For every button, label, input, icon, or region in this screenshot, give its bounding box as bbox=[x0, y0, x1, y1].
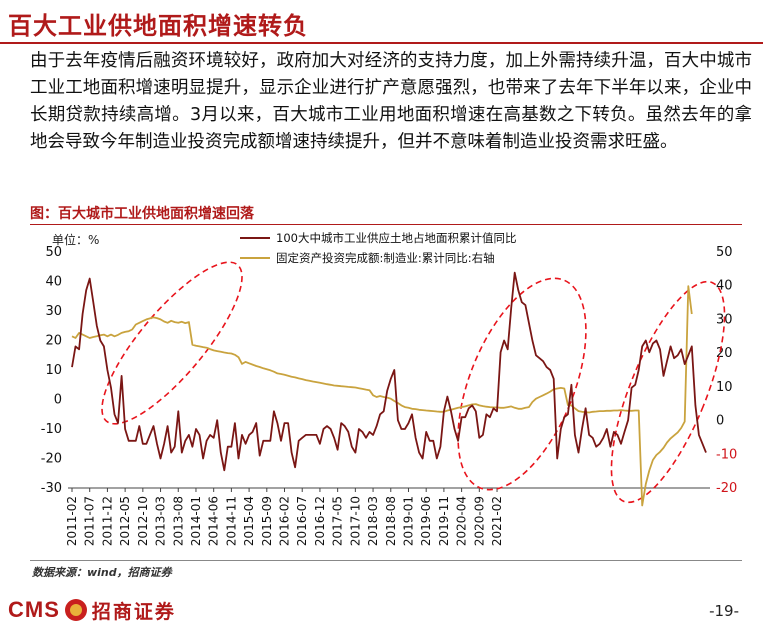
logo-company-name: 招商证券 bbox=[91, 600, 176, 623]
x-tick-label: 2012-10 bbox=[136, 496, 150, 546]
x-tick-label: 2021-02 bbox=[490, 496, 504, 546]
right-tick-label: 10 bbox=[716, 380, 733, 395]
x-tick-label: 2016-07 bbox=[295, 496, 309, 546]
x-tick-label: 2011-02 bbox=[65, 496, 79, 546]
left-tick-label: 0 bbox=[54, 393, 62, 408]
x-tick-label: 2017-10 bbox=[348, 496, 362, 546]
legend-label: 100大中城市工业供应土地占地面积累计值同比 bbox=[276, 231, 516, 245]
left-tick-label: 20 bbox=[45, 334, 62, 349]
right-tick-label: -20 bbox=[716, 481, 737, 496]
x-tick-label: 2013-08 bbox=[171, 496, 185, 546]
left-tick-label: -30 bbox=[41, 481, 62, 496]
series-line-industrial-land bbox=[71, 271, 707, 472]
title-divider bbox=[0, 42, 763, 44]
x-tick-label: 2013-03 bbox=[154, 496, 168, 546]
x-tick-label: 2015-09 bbox=[260, 496, 274, 546]
x-tick-label: 2020-09 bbox=[472, 496, 486, 546]
x-tick-label: 2016-12 bbox=[313, 496, 327, 546]
left-tick-label: -10 bbox=[41, 422, 62, 437]
x-tick-label: 2019-11 bbox=[437, 496, 451, 546]
left-tick-label: 10 bbox=[45, 363, 62, 378]
highlight-ellipse bbox=[101, 261, 243, 425]
x-tick-label: 2018-03 bbox=[366, 496, 380, 546]
legend-label: 固定资产投资完成额:制造业:累计同比:右轴 bbox=[276, 251, 495, 265]
body-paragraph: 由于去年疫情后融资环境较好，政府加大对经济的支持力度，加上外需持续升温，百大中城… bbox=[30, 51, 752, 152]
left-tick-label: 40 bbox=[45, 275, 62, 290]
x-tick-label: 2011-07 bbox=[83, 496, 97, 546]
x-tick-label: 2019-06 bbox=[419, 496, 433, 546]
line-chart: -30 -20 -10 0 10 20 30 40 50 -20 -10 0 10 20 30 40 50 2… bbox=[41, 231, 737, 546]
x-tick-label: 2016-02 bbox=[278, 496, 292, 546]
left-axis: -30 -20 -10 0 10 20 30 40 50 bbox=[41, 245, 62, 496]
series-lines bbox=[71, 271, 707, 507]
x-tick-label: 2019-01 bbox=[401, 496, 415, 546]
x-tick-label: 2014-11 bbox=[224, 496, 238, 546]
series-line-manufacturing-investment bbox=[71, 285, 693, 507]
right-tick-label: 0 bbox=[716, 414, 724, 429]
left-tick-label: 50 bbox=[45, 245, 62, 260]
right-tick-label: -10 bbox=[716, 447, 737, 462]
data-source: 数据来源：wind，招商证券 bbox=[32, 566, 172, 579]
logo-cms-text: CMS bbox=[8, 597, 60, 622]
x-tick-label: 2012-05 bbox=[118, 496, 132, 546]
highlight-ellipse bbox=[610, 280, 726, 504]
highlight-ellipse bbox=[457, 277, 587, 491]
x-axis: 2011-02 2011-07 2011-12 2012-05 2012-10 2013-… bbox=[65, 487, 710, 546]
highlight-ellipses bbox=[101, 261, 726, 504]
right-tick-label: 40 bbox=[716, 279, 733, 294]
figure-bottom-rule bbox=[30, 560, 742, 561]
x-tick-label: 2014-06 bbox=[207, 496, 221, 546]
left-tick-label: -20 bbox=[41, 452, 62, 467]
left-tick-label: 30 bbox=[45, 304, 62, 319]
x-tick-label: 2015-04 bbox=[242, 496, 256, 546]
x-tick-label: 2018-08 bbox=[384, 496, 398, 546]
right-tick-label: 50 bbox=[716, 245, 733, 260]
legend: 100大中城市工业供应土地占地面积累计值同比固定资产投资完成额:制造业:累计同比… bbox=[240, 231, 516, 265]
logo-emblem-icon bbox=[64, 599, 87, 621]
unit-label: 单位：% bbox=[52, 232, 99, 247]
x-tick-label: 2014-01 bbox=[189, 496, 203, 546]
figure-caption: 图：百大城市工业供地面积增速回落 bbox=[30, 206, 254, 222]
page-number: -19- bbox=[709, 602, 739, 620]
figure-top-rule bbox=[30, 224, 742, 225]
x-tick-label: 2020-04 bbox=[455, 496, 469, 546]
company-logo: CMS 招商证券 bbox=[8, 597, 176, 623]
slide-title: 百大工业供地面积增速转负 bbox=[8, 12, 308, 40]
x-tick-label: 2011-12 bbox=[100, 496, 114, 546]
x-tick-label: 2017-05 bbox=[331, 496, 345, 546]
